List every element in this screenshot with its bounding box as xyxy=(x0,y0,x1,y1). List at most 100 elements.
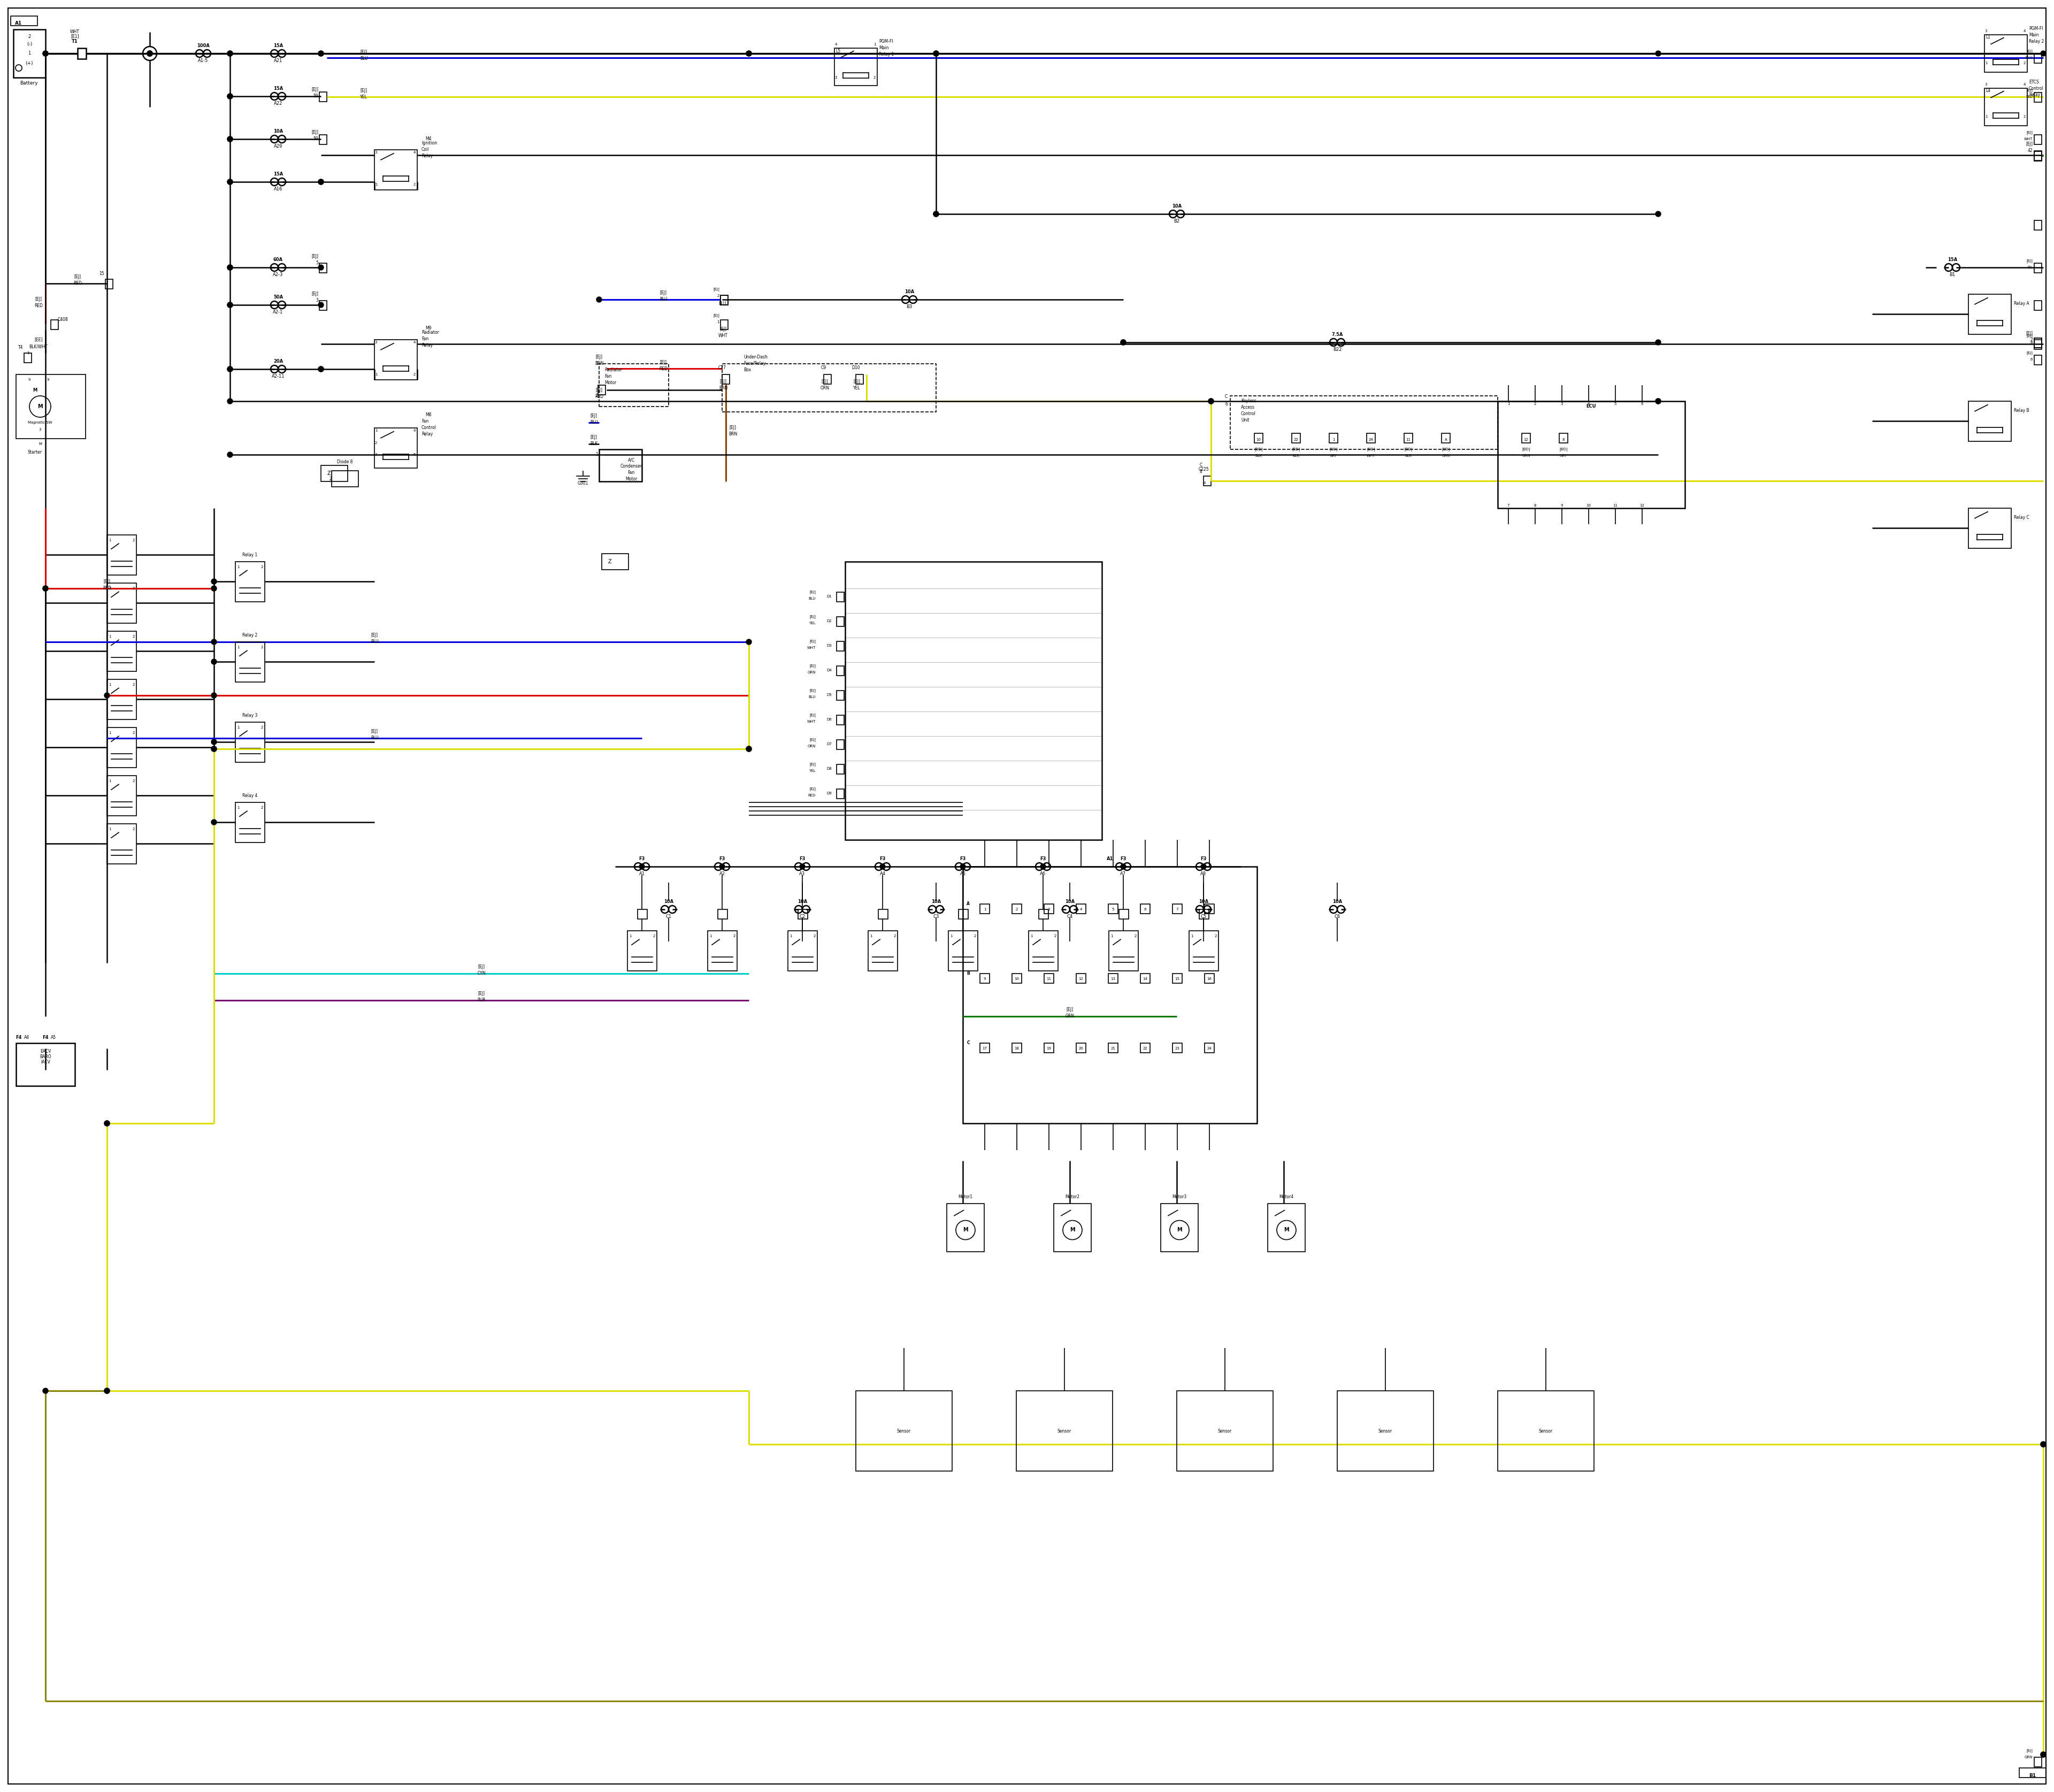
Text: 10A: 10A xyxy=(1200,900,1208,905)
Circle shape xyxy=(318,265,325,271)
Text: M8: M8 xyxy=(425,412,431,418)
Bar xyxy=(1204,973,1214,984)
Bar xyxy=(1076,1043,1087,1052)
Text: 1: 1 xyxy=(109,586,111,590)
Circle shape xyxy=(228,452,232,457)
Text: 2: 2 xyxy=(1015,909,1019,910)
Text: M: M xyxy=(39,443,41,446)
Text: 8: 8 xyxy=(1208,909,1210,910)
Text: 4: 4 xyxy=(413,428,415,432)
Bar xyxy=(10,16,37,25)
Circle shape xyxy=(212,586,216,591)
Bar xyxy=(1013,903,1021,914)
Text: [EJ]: [EJ] xyxy=(103,579,111,584)
Text: G301: G301 xyxy=(577,482,589,486)
Text: Sensor: Sensor xyxy=(1378,1428,1393,1434)
Text: WHT: WHT xyxy=(2023,138,2033,142)
Bar xyxy=(1119,909,1128,919)
Text: C6: C6 xyxy=(1335,914,1341,919)
Text: Relay B: Relay B xyxy=(2013,409,2029,412)
Text: 9: 9 xyxy=(29,378,31,382)
Text: 24: 24 xyxy=(1208,1047,1212,1050)
Text: 2: 2 xyxy=(131,780,136,783)
Text: (-): (-) xyxy=(27,41,33,47)
Text: C: C xyxy=(1200,462,1202,468)
Bar xyxy=(1984,88,2027,125)
Text: Motor2: Motor2 xyxy=(1066,1195,1080,1199)
Text: A8: A8 xyxy=(1200,871,1206,876)
Text: A1: A1 xyxy=(1107,857,1113,860)
Bar xyxy=(1204,1043,1214,1052)
Bar xyxy=(1329,434,1337,443)
Text: M4: M4 xyxy=(425,136,431,142)
Text: [BD]: [BD] xyxy=(1405,448,1413,452)
Bar xyxy=(331,471,357,487)
Bar xyxy=(1140,1043,1150,1052)
Text: BARO: BARO xyxy=(39,1054,51,1059)
Text: 1: 1 xyxy=(27,351,29,355)
Text: [EJ]: [EJ] xyxy=(2025,88,2033,91)
Text: 18: 18 xyxy=(1015,1047,1019,1050)
Bar xyxy=(1255,434,1263,443)
Text: Sensor: Sensor xyxy=(1538,1428,1553,1434)
Text: [EJ]: [EJ] xyxy=(659,290,668,296)
Text: Access: Access xyxy=(1241,405,1255,410)
Circle shape xyxy=(105,1120,109,1125)
Text: Sensor: Sensor xyxy=(898,1428,912,1434)
Text: BRN: BRN xyxy=(719,385,727,391)
Bar xyxy=(2033,134,2042,145)
Text: 2: 2 xyxy=(813,934,815,937)
Text: F3: F3 xyxy=(639,857,645,862)
Text: [EJ]: [EJ] xyxy=(1066,1007,1074,1012)
Text: RED: RED xyxy=(807,794,815,797)
Text: [EJ]: [EJ] xyxy=(589,435,598,441)
Text: [EJ]: [EJ] xyxy=(809,665,815,668)
Circle shape xyxy=(105,1389,109,1394)
Bar xyxy=(236,803,265,842)
Text: 50A: 50A xyxy=(273,296,283,299)
Circle shape xyxy=(1041,864,1045,869)
Bar xyxy=(1043,973,1054,984)
Text: [BD]: [BD] xyxy=(1442,448,1450,452)
Text: [EJ]: [EJ] xyxy=(312,254,318,260)
Bar xyxy=(1366,434,1376,443)
Text: [EJ]: [EJ] xyxy=(2025,351,2033,355)
Text: [EJ]: [EJ] xyxy=(713,287,719,290)
Text: 1: 1 xyxy=(596,362,598,366)
Text: 2: 2 xyxy=(261,806,263,810)
Bar xyxy=(1442,434,1450,443)
Text: 2: 2 xyxy=(413,183,415,186)
Text: [EJ]: [EJ] xyxy=(2025,333,2033,337)
Text: 4: 4 xyxy=(413,151,415,154)
Text: [EJ]: [EJ] xyxy=(822,378,828,383)
Bar xyxy=(600,364,670,407)
Text: A5: A5 xyxy=(51,1036,55,1039)
Text: 13: 13 xyxy=(1111,977,1115,980)
Text: 2: 2 xyxy=(1534,401,1536,405)
Bar xyxy=(105,280,113,289)
Text: 59: 59 xyxy=(312,136,318,142)
Text: 1: 1 xyxy=(374,373,378,376)
Text: WHT: WHT xyxy=(719,333,727,339)
Text: RED: RED xyxy=(35,303,43,308)
Bar xyxy=(320,466,347,482)
Text: BLU: BLU xyxy=(809,597,815,600)
Text: A2-11: A2-11 xyxy=(271,375,286,378)
Bar xyxy=(1076,973,1087,984)
Text: Control: Control xyxy=(421,425,435,430)
Text: Relay: Relay xyxy=(421,154,433,159)
Circle shape xyxy=(318,366,325,371)
Text: Relay 1: Relay 1 xyxy=(242,554,257,557)
Text: WHT: WHT xyxy=(807,647,815,649)
Circle shape xyxy=(1202,864,1206,869)
Text: [EJ]: [EJ] xyxy=(359,50,368,54)
Circle shape xyxy=(43,50,47,56)
Text: F3: F3 xyxy=(959,857,965,862)
Bar xyxy=(1267,1204,1304,1253)
Text: 3: 3 xyxy=(374,340,378,344)
Text: 3: 3 xyxy=(1048,909,1050,910)
Bar xyxy=(836,715,844,724)
Text: [BD]: [BD] xyxy=(1329,448,1337,452)
Text: YEL: YEL xyxy=(809,769,815,772)
Text: C225: C225 xyxy=(1197,468,1208,471)
